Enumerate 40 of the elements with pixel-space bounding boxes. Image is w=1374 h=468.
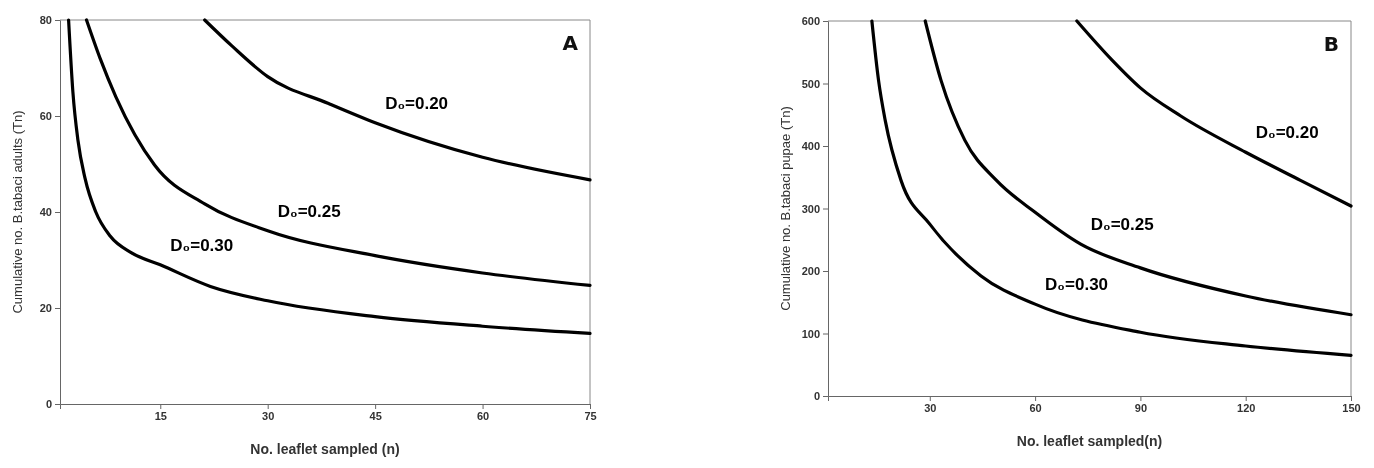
x-tick-label: 90 <box>1134 401 1148 414</box>
x-axis-title: No. leaflet sampled(n) <box>1016 433 1163 449</box>
y-tick-label: 0 <box>45 398 52 411</box>
line-series <box>870 19 1353 357</box>
y-axis-title: Cumulative no. B.tabaci pupae (Tn) <box>778 106 793 311</box>
line-series <box>203 18 592 182</box>
x-tick-label: 30 <box>262 409 275 422</box>
series-label: D₀=0.20 <box>385 93 449 113</box>
x-tick-label: 120 <box>1237 401 1256 414</box>
y-tick-label: 300 <box>801 202 820 215</box>
line-series <box>923 19 1353 317</box>
y-tick-label: 500 <box>801 77 820 90</box>
series-label: D₀=0.20 <box>1255 123 1319 143</box>
x-tick-label: 75 <box>584 409 597 422</box>
x-tick-label: 60 <box>1029 401 1042 414</box>
x-tick-label: 30 <box>924 401 937 414</box>
y-tick-label: 40 <box>39 206 52 219</box>
y-tick-label: 20 <box>39 302 52 315</box>
line-series <box>84 18 592 288</box>
y-tick-label: 60 <box>39 110 52 123</box>
annotation: A <box>562 31 579 55</box>
y-tick-label: 100 <box>801 327 820 340</box>
series-label: D₀=0.30 <box>170 235 234 255</box>
series-label: D₀=0.25 <box>1090 215 1154 235</box>
x-tick-label: 60 <box>476 409 490 422</box>
y-tick-label: 200 <box>801 265 820 278</box>
y-tick-label: 400 <box>801 140 820 153</box>
x-tick-label: 150 <box>1342 401 1361 414</box>
x-axis-title: No. leaflet sampled (n) <box>250 441 400 457</box>
y-tick-label: 0 <box>813 390 820 403</box>
line-series <box>1075 19 1353 208</box>
y-tick-label: 80 <box>39 14 52 27</box>
y-tick-label: 600 <box>801 15 820 28</box>
y-axis-title: Cumulative no. B.tabaci adults (Tn) <box>10 110 25 314</box>
x-tick-label: 45 <box>369 409 382 422</box>
annotation: B <box>1323 32 1339 56</box>
line-series <box>67 18 592 336</box>
x-tick-label: 15 <box>154 409 167 422</box>
series-label: D₀=0.25 <box>277 201 341 221</box>
series-label: D₀=0.30 <box>1045 275 1109 295</box>
